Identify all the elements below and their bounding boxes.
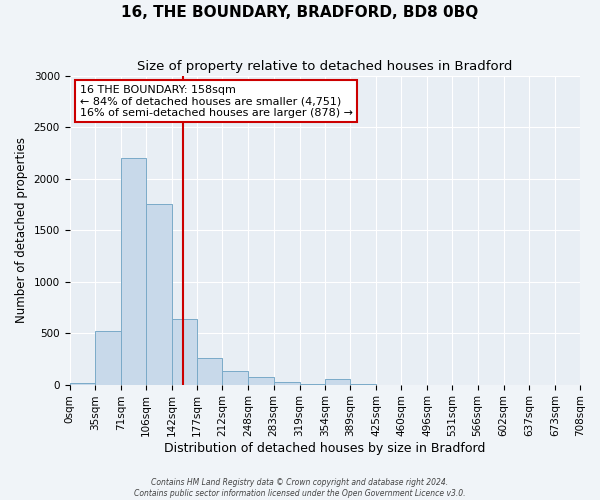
Text: 16 THE BOUNDARY: 158sqm
← 84% of detached houses are smaller (4,751)
16% of semi: 16 THE BOUNDARY: 158sqm ← 84% of detache… xyxy=(80,85,353,118)
Title: Size of property relative to detached houses in Bradford: Size of property relative to detached ho… xyxy=(137,60,512,73)
Bar xyxy=(274,382,299,384)
Bar xyxy=(248,378,274,384)
Bar xyxy=(197,358,223,384)
Bar xyxy=(95,331,121,384)
Bar xyxy=(146,204,172,384)
Bar xyxy=(172,318,197,384)
Bar xyxy=(223,371,248,384)
Bar xyxy=(70,382,95,384)
Text: Contains HM Land Registry data © Crown copyright and database right 2024.
Contai: Contains HM Land Registry data © Crown c… xyxy=(134,478,466,498)
Bar xyxy=(121,158,146,384)
X-axis label: Distribution of detached houses by size in Bradford: Distribution of detached houses by size … xyxy=(164,442,485,455)
Y-axis label: Number of detached properties: Number of detached properties xyxy=(15,137,28,323)
Bar xyxy=(325,380,350,384)
Text: 16, THE BOUNDARY, BRADFORD, BD8 0BQ: 16, THE BOUNDARY, BRADFORD, BD8 0BQ xyxy=(121,5,479,20)
